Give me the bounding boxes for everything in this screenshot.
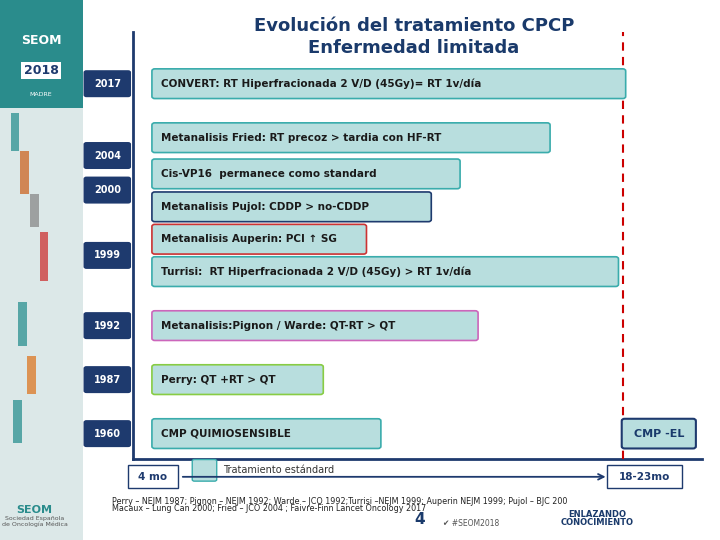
Text: Tratamiento estándard: Tratamiento estándard — [223, 465, 334, 475]
Text: Turrisi:  RT Hiperfracionada 2 V/D (45Gy) > RT 1v/día: Turrisi: RT Hiperfracionada 2 V/D (45Gy)… — [161, 266, 471, 277]
FancyBboxPatch shape — [152, 224, 366, 254]
Text: Enfermedad limitada: Enfermedad limitada — [308, 38, 520, 57]
FancyBboxPatch shape — [152, 159, 460, 188]
Text: Perry: QT +RT > QT: Perry: QT +RT > QT — [161, 375, 275, 384]
FancyBboxPatch shape — [152, 192, 431, 221]
FancyBboxPatch shape — [152, 365, 323, 394]
Text: CONOCIMIENTO: CONOCIMIENTO — [561, 518, 634, 526]
Text: Cis-VP16  permanece como standard: Cis-VP16 permanece como standard — [161, 169, 376, 179]
Text: ✔ #SEOM2018: ✔ #SEOM2018 — [443, 519, 499, 528]
Text: CONVERT: RT Hiperfracionada 2 V/D (45Gy)= RT 1v/día: CONVERT: RT Hiperfracionada 2 V/D (45Gy)… — [161, 78, 481, 89]
Text: 2018: 2018 — [24, 64, 58, 77]
FancyBboxPatch shape — [40, 232, 48, 281]
Text: 1992: 1992 — [94, 321, 121, 330]
FancyBboxPatch shape — [84, 420, 131, 447]
FancyBboxPatch shape — [0, 0, 83, 540]
Text: Perry – NEJM 1987; Pignon – NEJM 1992; Warde – JCO 1992;Turrisi –NEJM 1999; Aupe: Perry – NEJM 1987; Pignon – NEJM 1992; W… — [112, 497, 567, 505]
FancyBboxPatch shape — [622, 419, 696, 448]
Text: SEOM: SEOM — [21, 34, 61, 47]
Text: Metanalisis Pujol: CDDP > no-CDDP: Metanalisis Pujol: CDDP > no-CDDP — [161, 202, 369, 212]
FancyBboxPatch shape — [84, 312, 131, 339]
FancyBboxPatch shape — [84, 177, 131, 204]
Text: 1960: 1960 — [94, 429, 121, 438]
Text: de Oncología Médica: de Oncología Médica — [1, 521, 68, 526]
FancyBboxPatch shape — [27, 356, 36, 394]
Text: CMP -EL: CMP -EL — [634, 429, 684, 438]
Text: 2017: 2017 — [94, 79, 121, 89]
FancyBboxPatch shape — [0, 0, 83, 108]
FancyBboxPatch shape — [84, 70, 131, 97]
Text: Metanalisis Fried: RT precoz > tardia con HF-RT: Metanalisis Fried: RT precoz > tardia co… — [161, 133, 441, 143]
FancyBboxPatch shape — [192, 460, 217, 481]
FancyBboxPatch shape — [13, 400, 22, 443]
FancyBboxPatch shape — [84, 142, 131, 169]
Text: Metanalisis:Pignon / Warde: QT-RT > QT: Metanalisis:Pignon / Warde: QT-RT > QT — [161, 321, 395, 330]
Text: SEOM: SEOM — [17, 505, 53, 515]
Text: Evolución del tratamiento CPCP: Evolución del tratamiento CPCP — [254, 17, 574, 35]
FancyBboxPatch shape — [152, 311, 478, 341]
FancyBboxPatch shape — [152, 419, 381, 448]
Text: 4 mo: 4 mo — [138, 472, 168, 482]
Text: 1999: 1999 — [94, 251, 121, 260]
FancyBboxPatch shape — [152, 257, 618, 286]
Text: 18-23mo: 18-23mo — [618, 472, 670, 482]
FancyBboxPatch shape — [30, 194, 39, 227]
Text: Macaux – Lung Can 2000; Fried – JCO 2004 ; Faivre-Finn Lancet Oncology 2017: Macaux – Lung Can 2000; Fried – JCO 2004… — [112, 504, 426, 513]
FancyBboxPatch shape — [84, 366, 131, 393]
Text: 2004: 2004 — [94, 151, 121, 160]
FancyBboxPatch shape — [607, 465, 682, 488]
Text: 4: 4 — [415, 512, 425, 527]
FancyBboxPatch shape — [152, 123, 550, 152]
Text: MADRE: MADRE — [30, 92, 53, 97]
Text: Sociedad Española: Sociedad Española — [5, 516, 64, 521]
FancyBboxPatch shape — [18, 302, 27, 346]
Text: CMP QUIMIOSENSIBLE: CMP QUIMIOSENSIBLE — [161, 429, 290, 438]
FancyBboxPatch shape — [152, 69, 626, 98]
FancyBboxPatch shape — [11, 113, 19, 151]
FancyBboxPatch shape — [128, 465, 178, 488]
Text: 1987: 1987 — [94, 375, 121, 384]
Text: 2000: 2000 — [94, 185, 121, 195]
FancyBboxPatch shape — [20, 151, 29, 194]
Text: Metanalisis Auperin: PCI ↑ SG: Metanalisis Auperin: PCI ↑ SG — [161, 234, 336, 244]
Text: ENLAZANDO: ENLAZANDO — [569, 510, 626, 518]
FancyBboxPatch shape — [84, 242, 131, 269]
